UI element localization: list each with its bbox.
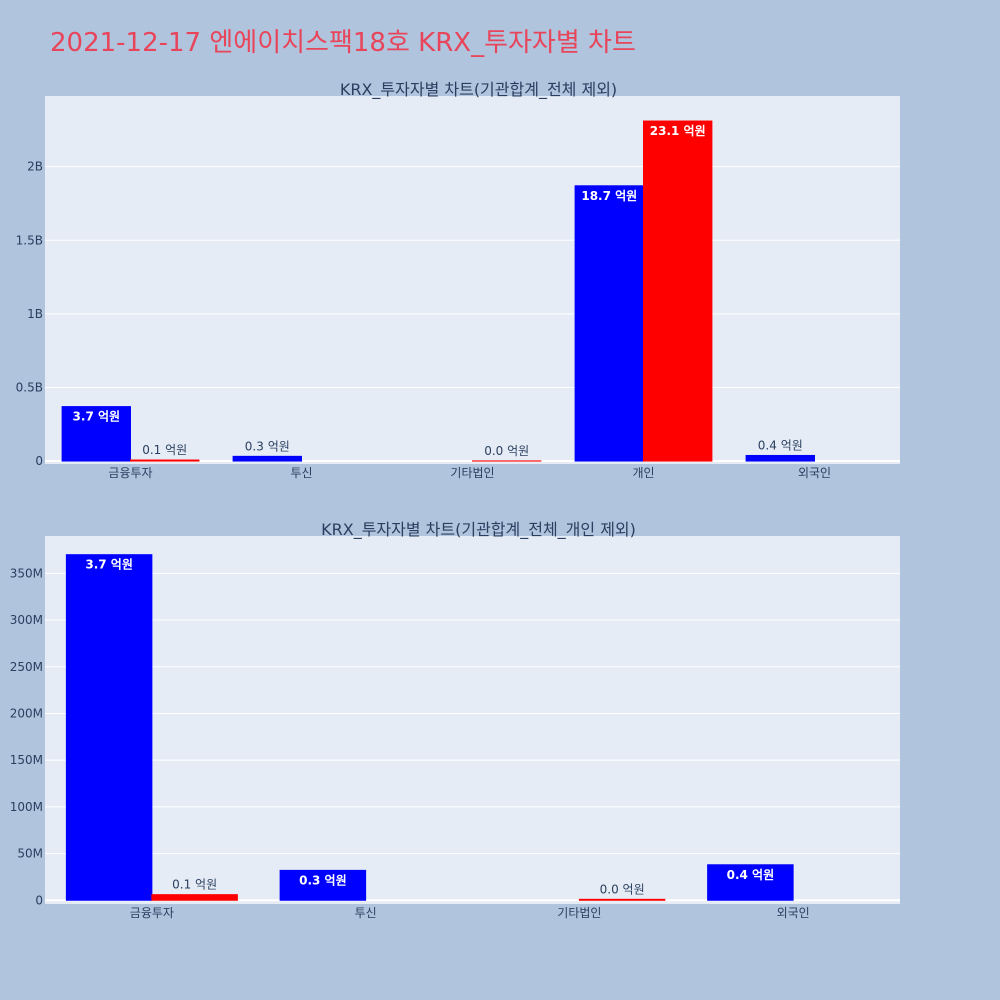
data-label: 0.3 억원 <box>299 873 347 887</box>
data-label: 0.0 억원 <box>600 882 645 896</box>
x-tick-label: 투신 <box>290 466 312 480</box>
data-label: 0.3 억원 <box>245 439 290 453</box>
page-title: 2021-12-17 엔에이치스팩18호 KRX_투자자별 차트 <box>50 28 636 58</box>
y-tick-label: 0 <box>35 893 43 907</box>
bar <box>643 120 713 462</box>
x-tick-label: 외국인 <box>777 906 810 920</box>
y-tick-label: 50M <box>17 847 43 861</box>
y-tick-label: 300M <box>10 613 43 627</box>
bar <box>232 455 303 462</box>
x-tick-label: 투신 <box>355 906 377 920</box>
x-tick-label: 기타법인 <box>450 466 494 480</box>
x-tick-label: 기타법인 <box>557 906 601 920</box>
chart-bottom: 0 50M 100M 150M 200M 250M 300M 350M KRX_투자자별 차트(… <box>10 520 900 920</box>
data-label: 3.7 억원 <box>85 558 133 572</box>
data-label: 0.4 억원 <box>758 438 803 452</box>
y-tick-label: 2B <box>27 160 43 174</box>
x-tick-label: 금융투자 <box>130 906 174 920</box>
data-label: 18.7 억원 <box>581 189 637 203</box>
bar <box>745 454 815 462</box>
bar <box>279 869 367 901</box>
y-tick-label: 150M <box>10 753 43 767</box>
y-tick-label: 350M <box>10 566 43 580</box>
x-tick-label: 외국인 <box>798 466 831 480</box>
bar <box>707 864 794 901</box>
data-label: 0.4 억원 <box>727 868 775 882</box>
bar <box>61 406 131 462</box>
x-tick-label: 개인 <box>632 466 654 480</box>
data-label: 3.7 억원 <box>73 410 121 424</box>
y-tick-label: 200M <box>10 706 43 720</box>
chart-top: 0 0.5B 1B 1.5B 2B KRX_투자자별 차트(기관합계_전체 제외) 금융투자… <box>16 80 900 480</box>
bar <box>130 459 200 462</box>
y-tick-label: 1B <box>27 307 43 321</box>
plot-area <box>45 536 900 904</box>
chart-title: KRX_투자자별 차트(기관합계_전체 제외) <box>340 80 617 100</box>
y-tick-label: 1.5B <box>16 233 43 247</box>
y-tick-label: 0.5B <box>16 380 43 394</box>
plot-area <box>45 96 900 464</box>
data-label: 23.1 억원 <box>650 124 706 138</box>
data-label: 0.0 억원 <box>484 444 529 458</box>
y-tick-label: 100M <box>10 800 43 814</box>
x-tick-label: 금융투자 <box>108 466 152 480</box>
bar <box>578 898 666 901</box>
data-label: 0.1 억원 <box>142 443 187 457</box>
bar <box>151 894 238 901</box>
y-tick-label: 250M <box>10 660 43 674</box>
data-label: 0.1 억원 <box>172 878 217 892</box>
y-tick-label: 0 <box>35 454 43 468</box>
bar <box>65 554 153 901</box>
chart-title: KRX_투자자별 차트(기관합계_전체_개인 제외) <box>321 520 636 540</box>
bar <box>574 185 644 462</box>
